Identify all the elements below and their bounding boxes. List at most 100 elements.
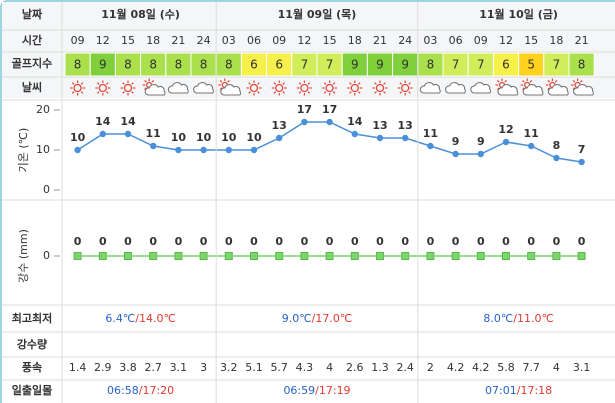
icon-ray bbox=[504, 79, 508, 83]
weather-icon bbox=[445, 82, 466, 94]
icon-ray bbox=[383, 82, 386, 85]
golf-value: 6 bbox=[502, 58, 510, 72]
icon-ray bbox=[97, 82, 100, 85]
time: 03 bbox=[222, 34, 236, 47]
sunrise: 06:58 bbox=[107, 384, 139, 397]
row-label: 풍속 bbox=[22, 361, 42, 374]
weather-icon bbox=[142, 78, 166, 96]
min-max: 9.0℃/17.0℃ bbox=[282, 312, 352, 325]
golf-value: 8 bbox=[74, 58, 82, 72]
weather-icon bbox=[193, 82, 214, 94]
y-tick-label: 0 bbox=[43, 249, 50, 262]
rain-label: 0 bbox=[527, 235, 535, 248]
golf-value: 8 bbox=[578, 58, 586, 72]
min-max: 6.4℃/14.0℃ bbox=[105, 312, 175, 325]
row-label: 일출일몰 bbox=[12, 383, 52, 397]
temp-label: 12 bbox=[498, 123, 513, 136]
icon-ray bbox=[332, 82, 336, 85]
icon-cloud bbox=[547, 84, 569, 96]
axis-title: 기온 (℃) bbox=[17, 128, 30, 173]
temp-point bbox=[250, 146, 258, 154]
row-label: 최고최저 bbox=[12, 311, 52, 325]
weather-icon bbox=[571, 78, 594, 96]
slash: / bbox=[513, 312, 517, 325]
temp-label: 10 bbox=[221, 131, 237, 144]
golf-value: 7 bbox=[326, 58, 334, 72]
max-temp: 14.0℃ bbox=[139, 312, 176, 325]
time: 24 bbox=[197, 34, 211, 47]
icon-ray bbox=[257, 82, 260, 85]
temp-point bbox=[528, 142, 535, 150]
max-temp: 11.0℃ bbox=[517, 312, 554, 325]
wind: 2.6 bbox=[346, 361, 364, 374]
row-label: 시간 bbox=[22, 33, 42, 47]
temp-label: 10 bbox=[171, 131, 187, 144]
icon-cloud bbox=[522, 84, 544, 96]
temp-point bbox=[578, 158, 585, 166]
time: 06 bbox=[449, 34, 463, 47]
icon-cloud bbox=[167, 82, 189, 94]
y-tick-label: 20 bbox=[36, 103, 50, 116]
temp-point bbox=[351, 130, 358, 138]
icon-cloud bbox=[220, 84, 242, 96]
golf-value: 9 bbox=[376, 58, 384, 72]
icon-ray bbox=[298, 91, 302, 94]
icon-ray bbox=[248, 91, 251, 94]
icon-ray bbox=[273, 82, 277, 85]
wind: 2 bbox=[427, 361, 434, 374]
wind: 2.9 bbox=[94, 361, 112, 374]
temp-label: 13 bbox=[272, 119, 287, 132]
wind: 5.7 bbox=[270, 361, 288, 374]
row-label: 날씨 bbox=[22, 80, 42, 94]
golf-value: 5 bbox=[527, 58, 535, 72]
wind: 3.1 bbox=[170, 361, 188, 374]
icon-ray bbox=[399, 82, 403, 85]
date-header: 11월 09일 (목) bbox=[278, 7, 357, 21]
icon-ray bbox=[273, 91, 277, 94]
min-temp: 8.0℃ bbox=[483, 312, 513, 325]
temp-label: 11 bbox=[524, 127, 539, 140]
icon-ray bbox=[105, 91, 109, 94]
temp-label: 10 bbox=[70, 131, 86, 144]
icon-sun bbox=[300, 83, 309, 93]
icon-cloud bbox=[193, 82, 214, 94]
date-header: 11월 10일 (금) bbox=[479, 7, 558, 21]
rain-label: 0 bbox=[225, 235, 233, 248]
slash: / bbox=[139, 384, 143, 397]
slash: / bbox=[135, 312, 139, 325]
time: 09 bbox=[71, 34, 85, 47]
icon-ray bbox=[122, 82, 125, 85]
header-band bbox=[2, 2, 615, 98]
rain-label: 0 bbox=[149, 235, 157, 248]
icon-ray bbox=[522, 79, 525, 83]
rain-point bbox=[577, 252, 586, 260]
wind: 3.1 bbox=[573, 361, 591, 374]
temp-point bbox=[99, 130, 107, 138]
temp-label: 8 bbox=[553, 139, 561, 152]
wind: 2.4 bbox=[396, 361, 414, 374]
icon-ray bbox=[323, 82, 327, 85]
icon-ray bbox=[282, 82, 285, 85]
sunrise: 06:59 bbox=[283, 384, 315, 397]
time: 15 bbox=[121, 34, 135, 47]
icon-sun bbox=[350, 83, 359, 93]
temp-point bbox=[553, 154, 560, 162]
wind: 5.8 bbox=[497, 361, 515, 374]
icon-sun bbox=[325, 83, 334, 93]
icon-sun bbox=[401, 83, 410, 93]
weather-icon bbox=[470, 82, 492, 94]
rain-label: 0 bbox=[502, 235, 510, 248]
rain-label: 0 bbox=[275, 235, 283, 248]
temp-label: 17 bbox=[322, 103, 337, 116]
weather-icon bbox=[120, 80, 136, 96]
rain-label: 0 bbox=[427, 235, 435, 248]
temp-point bbox=[452, 150, 459, 158]
icon-ray bbox=[122, 91, 125, 94]
golf-value: 9 bbox=[401, 58, 409, 72]
icon-ray bbox=[374, 82, 377, 85]
icon-ray bbox=[307, 82, 311, 85]
golf-value: 7 bbox=[452, 58, 460, 72]
golf-value: 8 bbox=[149, 58, 157, 72]
time: 21 bbox=[373, 34, 387, 47]
icon-ray bbox=[131, 82, 134, 85]
